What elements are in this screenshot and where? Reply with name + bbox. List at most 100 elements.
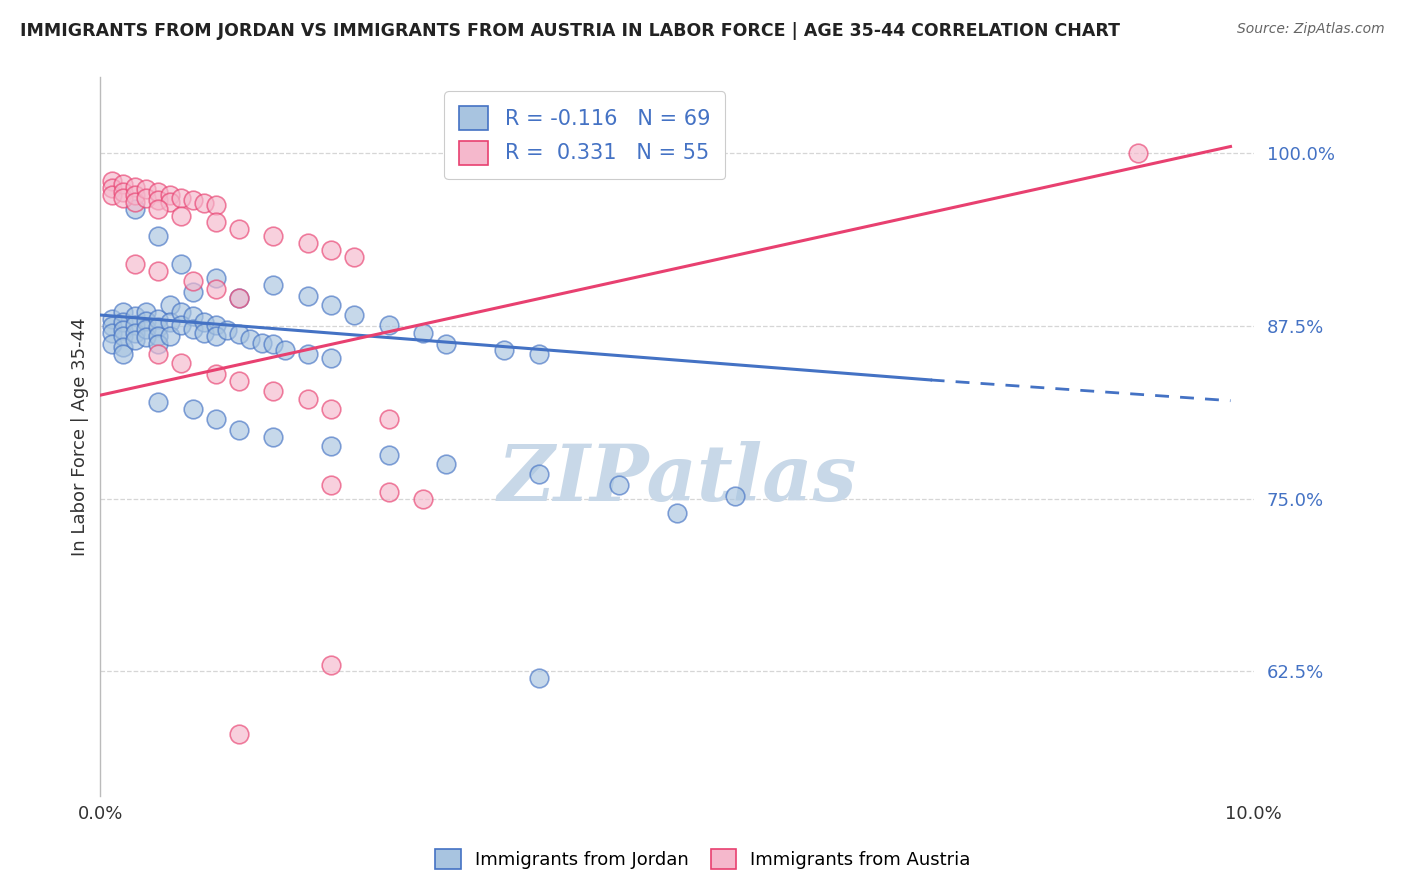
- Point: [204, 270, 226, 285]
- Point: [146, 194, 169, 208]
- Point: [319, 243, 342, 257]
- Point: [101, 337, 124, 351]
- Point: [170, 209, 193, 223]
- Point: [159, 298, 181, 312]
- Point: [112, 305, 135, 319]
- Point: [193, 196, 215, 211]
- Point: [124, 194, 146, 209]
- Point: [146, 202, 169, 216]
- Point: [377, 318, 399, 332]
- Point: [412, 491, 434, 506]
- Point: [228, 726, 250, 740]
- Point: [112, 340, 135, 354]
- Point: [228, 222, 250, 236]
- Point: [262, 229, 284, 244]
- Point: [135, 313, 157, 327]
- Point: [665, 506, 688, 520]
- Point: [607, 478, 630, 492]
- Point: [204, 368, 226, 382]
- Point: [527, 671, 550, 685]
- Point: [262, 277, 284, 292]
- Point: [124, 179, 146, 194]
- Point: [181, 322, 204, 336]
- Point: [181, 310, 204, 324]
- Point: [181, 194, 204, 208]
- Point: [228, 327, 250, 342]
- Point: [159, 187, 181, 202]
- Point: [101, 326, 124, 340]
- Point: [170, 257, 193, 271]
- Point: [228, 292, 250, 306]
- Point: [124, 318, 146, 332]
- Point: [146, 185, 169, 199]
- Point: [146, 347, 169, 361]
- Point: [319, 657, 342, 672]
- Point: [217, 323, 239, 337]
- Point: [146, 229, 169, 244]
- Text: Source: ZipAtlas.com: Source: ZipAtlas.com: [1237, 22, 1385, 37]
- Point: [135, 182, 157, 196]
- Point: [527, 467, 550, 481]
- Point: [319, 478, 342, 492]
- Point: [101, 181, 124, 195]
- Point: [159, 194, 181, 209]
- Point: [343, 308, 366, 322]
- Point: [124, 310, 146, 324]
- Point: [181, 285, 204, 299]
- Point: [434, 337, 457, 351]
- Point: [723, 489, 745, 503]
- Y-axis label: In Labor Force | Age 35-44: In Labor Force | Age 35-44: [72, 318, 89, 556]
- Point: [297, 236, 319, 251]
- Point: [377, 484, 399, 499]
- Point: [112, 315, 135, 329]
- Point: [262, 337, 284, 351]
- Point: [146, 264, 169, 278]
- Point: [101, 312, 124, 326]
- Point: [434, 457, 457, 471]
- Point: [181, 401, 204, 416]
- Point: [343, 250, 366, 264]
- Point: [124, 257, 146, 271]
- Point: [228, 423, 250, 437]
- Point: [377, 448, 399, 462]
- Point: [112, 328, 135, 343]
- Point: [112, 347, 135, 361]
- Point: [146, 395, 169, 409]
- Point: [250, 335, 273, 350]
- Point: [146, 320, 169, 334]
- Point: [124, 333, 146, 347]
- Point: [1128, 146, 1150, 161]
- Point: [181, 273, 204, 287]
- Point: [492, 343, 515, 357]
- Point: [159, 315, 181, 329]
- Point: [159, 328, 181, 343]
- Point: [112, 323, 135, 337]
- Point: [297, 392, 319, 407]
- Point: [262, 384, 284, 398]
- Point: [319, 298, 342, 312]
- Point: [319, 351, 342, 365]
- Point: [297, 347, 319, 361]
- Legend: Immigrants from Jordan, Immigrants from Austria: Immigrants from Jordan, Immigrants from …: [426, 839, 980, 879]
- Point: [319, 401, 342, 416]
- Point: [135, 322, 157, 336]
- Point: [124, 326, 146, 340]
- Point: [146, 312, 169, 326]
- Point: [170, 305, 193, 319]
- Point: [204, 318, 226, 332]
- Point: [204, 197, 226, 211]
- Point: [412, 326, 434, 340]
- Point: [193, 326, 215, 340]
- Point: [112, 191, 135, 205]
- Point: [170, 318, 193, 332]
- Point: [146, 328, 169, 343]
- Point: [204, 282, 226, 296]
- Point: [204, 328, 226, 343]
- Point: [124, 187, 146, 202]
- Point: [274, 343, 297, 357]
- Point: [228, 292, 250, 306]
- Text: ZIPatlas: ZIPatlas: [498, 442, 856, 518]
- Point: [101, 319, 124, 334]
- Point: [204, 411, 226, 425]
- Text: IMMIGRANTS FROM JORDAN VS IMMIGRANTS FROM AUSTRIA IN LABOR FORCE | AGE 35-44 COR: IMMIGRANTS FROM JORDAN VS IMMIGRANTS FRO…: [20, 22, 1119, 40]
